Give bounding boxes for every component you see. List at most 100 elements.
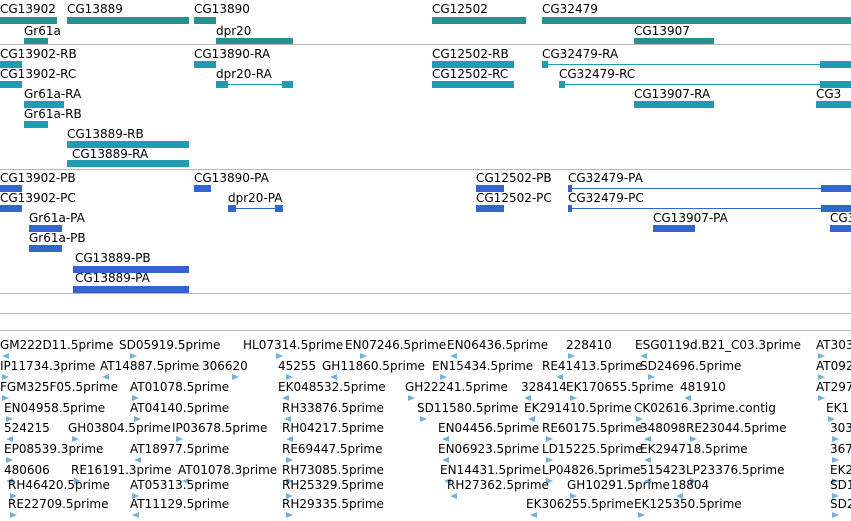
- est-label[interactable]: AT04140.5prime: [130, 401, 230, 415]
- transcript-label[interactable]: CG12502-RB: [432, 47, 509, 61]
- est-glyph[interactable]: [444, 478, 451, 484]
- transcript-bar[interactable]: [816, 101, 851, 108]
- gene-bar[interactable]: [216, 38, 293, 45]
- protein-bar[interactable]: [568, 185, 572, 192]
- est-label[interactable]: EN04958.5prime: [4, 401, 106, 415]
- est-glyph[interactable]: [546, 478, 553, 484]
- protein-bar[interactable]: [821, 185, 851, 192]
- est-glyph[interactable]: [828, 416, 835, 422]
- est-label[interactable]: RE69447.5prime: [282, 442, 383, 456]
- transcript-label[interactable]: CG13890-RA: [194, 47, 271, 61]
- est-glyph[interactable]: [286, 493, 293, 499]
- est-label[interactable]: GH22241.5prime: [405, 380, 508, 394]
- transcript-label[interactable]: CG32479-RC: [559, 67, 636, 81]
- est-label[interactable]: GM222D11.5prime: [0, 338, 114, 352]
- est-glyph[interactable]: [282, 395, 289, 401]
- gene-bar[interactable]: [194, 17, 216, 24]
- gene-bar[interactable]: [67, 17, 189, 24]
- est-glyph[interactable]: [442, 457, 449, 463]
- est-glyph[interactable]: [408, 395, 415, 401]
- est-label[interactable]: LP23376.5prime: [686, 463, 785, 477]
- protein-label[interactable]: CG32479-PA: [568, 171, 643, 185]
- est-label[interactable]: 480606: [4, 463, 50, 477]
- est-glyph[interactable]: [132, 395, 139, 401]
- transcript-bar[interactable]: [24, 121, 48, 128]
- est-glyph[interactable]: [286, 457, 293, 463]
- est-label[interactable]: AT14887.5prime: [100, 359, 200, 373]
- est-label[interactable]: 348098: [640, 421, 686, 435]
- transcript-bar[interactable]: [634, 101, 714, 108]
- gene-label[interactable]: CG13889: [67, 2, 123, 16]
- est-label[interactable]: RH25329.5prime: [282, 478, 384, 492]
- est-glyph[interactable]: [832, 457, 839, 463]
- est-glyph[interactable]: [442, 436, 449, 442]
- est-label[interactable]: RE23044.5prime: [686, 421, 787, 435]
- est-label[interactable]: AT297: [816, 380, 851, 394]
- est-glyph[interactable]: [74, 478, 81, 484]
- est-glyph[interactable]: [6, 416, 13, 422]
- transcript-label[interactable]: CG13889-RB: [67, 127, 144, 141]
- est-label[interactable]: 515423: [640, 463, 686, 477]
- est-label[interactable]: 18804: [671, 478, 710, 492]
- est-glyph[interactable]: [286, 436, 293, 442]
- est-label[interactable]: LD15225.5prime: [542, 442, 643, 456]
- transcript-label[interactable]: CG13902-RB: [0, 47, 77, 61]
- est-glyph[interactable]: [6, 436, 13, 442]
- est-glyph[interactable]: [832, 512, 839, 518]
- est-label[interactable]: EN06923.5prime: [438, 442, 540, 456]
- est-glyph[interactable]: [556, 374, 563, 380]
- est-glyph[interactable]: [10, 512, 17, 518]
- protein-bar[interactable]: [29, 245, 62, 252]
- est-glyph[interactable]: [6, 478, 13, 484]
- est-glyph[interactable]: [132, 512, 139, 518]
- protein-label[interactable]: CG13907-PA: [653, 211, 728, 225]
- protein-bar[interactable]: [194, 185, 211, 192]
- protein-bar[interactable]: [476, 205, 504, 212]
- est-glyph[interactable]: [638, 512, 645, 518]
- est-glyph[interactable]: [72, 436, 79, 442]
- est-label[interactable]: GH10291.5prime: [567, 478, 670, 492]
- est-glyph[interactable]: [832, 478, 839, 484]
- est-glyph[interactable]: [644, 478, 651, 484]
- protein-bar[interactable]: [29, 225, 62, 232]
- est-glyph[interactable]: [818, 374, 825, 380]
- est-glyph[interactable]: [636, 416, 643, 422]
- gene-bar[interactable]: [24, 38, 48, 45]
- est-label[interactable]: EK2: [830, 463, 851, 477]
- est-label[interactable]: EN15434.5prime: [432, 359, 534, 373]
- protein-bar[interactable]: [0, 205, 22, 212]
- est-label[interactable]: SD05919.5prime: [119, 338, 221, 352]
- est-glyph[interactable]: [286, 512, 293, 518]
- est-label[interactable]: FGM325F05.5prime: [0, 380, 119, 394]
- transcript-label[interactable]: CG13907-RA: [634, 87, 711, 101]
- est-label[interactable]: RH27362.5prime: [447, 478, 549, 492]
- est-glyph[interactable]: [524, 395, 531, 401]
- transcript-bar[interactable]: [432, 61, 514, 68]
- est-label[interactable]: SD2: [830, 497, 851, 511]
- protein-label[interactable]: CG13889-PB: [75, 251, 151, 265]
- transcript-label[interactable]: Gr61a-RB: [24, 107, 82, 121]
- est-label[interactable]: EN04456.5prime: [438, 421, 540, 435]
- protein-label[interactable]: CG13902-PC: [0, 191, 76, 205]
- protein-label[interactable]: CG3: [830, 211, 851, 225]
- est-label[interactable]: 303: [830, 421, 851, 435]
- transcript-bar[interactable]: [0, 81, 22, 88]
- gene-bar[interactable]: [432, 17, 526, 24]
- protein-label[interactable]: CG32479-PC: [568, 191, 644, 205]
- est-glyph[interactable]: [528, 416, 535, 422]
- est-glyph[interactable]: [450, 353, 457, 359]
- transcript-label[interactable]: CG13889-RA: [72, 147, 149, 161]
- est-label[interactable]: EK125350.5prime: [634, 497, 742, 511]
- est-label[interactable]: GH11860.5prime: [322, 359, 425, 373]
- est-label[interactable]: SD24696.5prime: [640, 359, 742, 373]
- transcript-bar[interactable]: [24, 101, 64, 108]
- gene-label[interactable]: CG32479: [542, 2, 598, 16]
- est-label[interactable]: EP08539.3prime: [4, 442, 104, 456]
- est-glyph[interactable]: [818, 395, 825, 401]
- gene-label[interactable]: CG13907: [634, 24, 690, 38]
- gene-label[interactable]: Gr61a: [24, 24, 61, 38]
- est-label[interactable]: AT303: [816, 338, 851, 352]
- est-label[interactable]: AT092: [816, 359, 851, 373]
- protein-label[interactable]: dpr20-PA: [228, 191, 283, 205]
- est-glyph[interactable]: [130, 353, 137, 359]
